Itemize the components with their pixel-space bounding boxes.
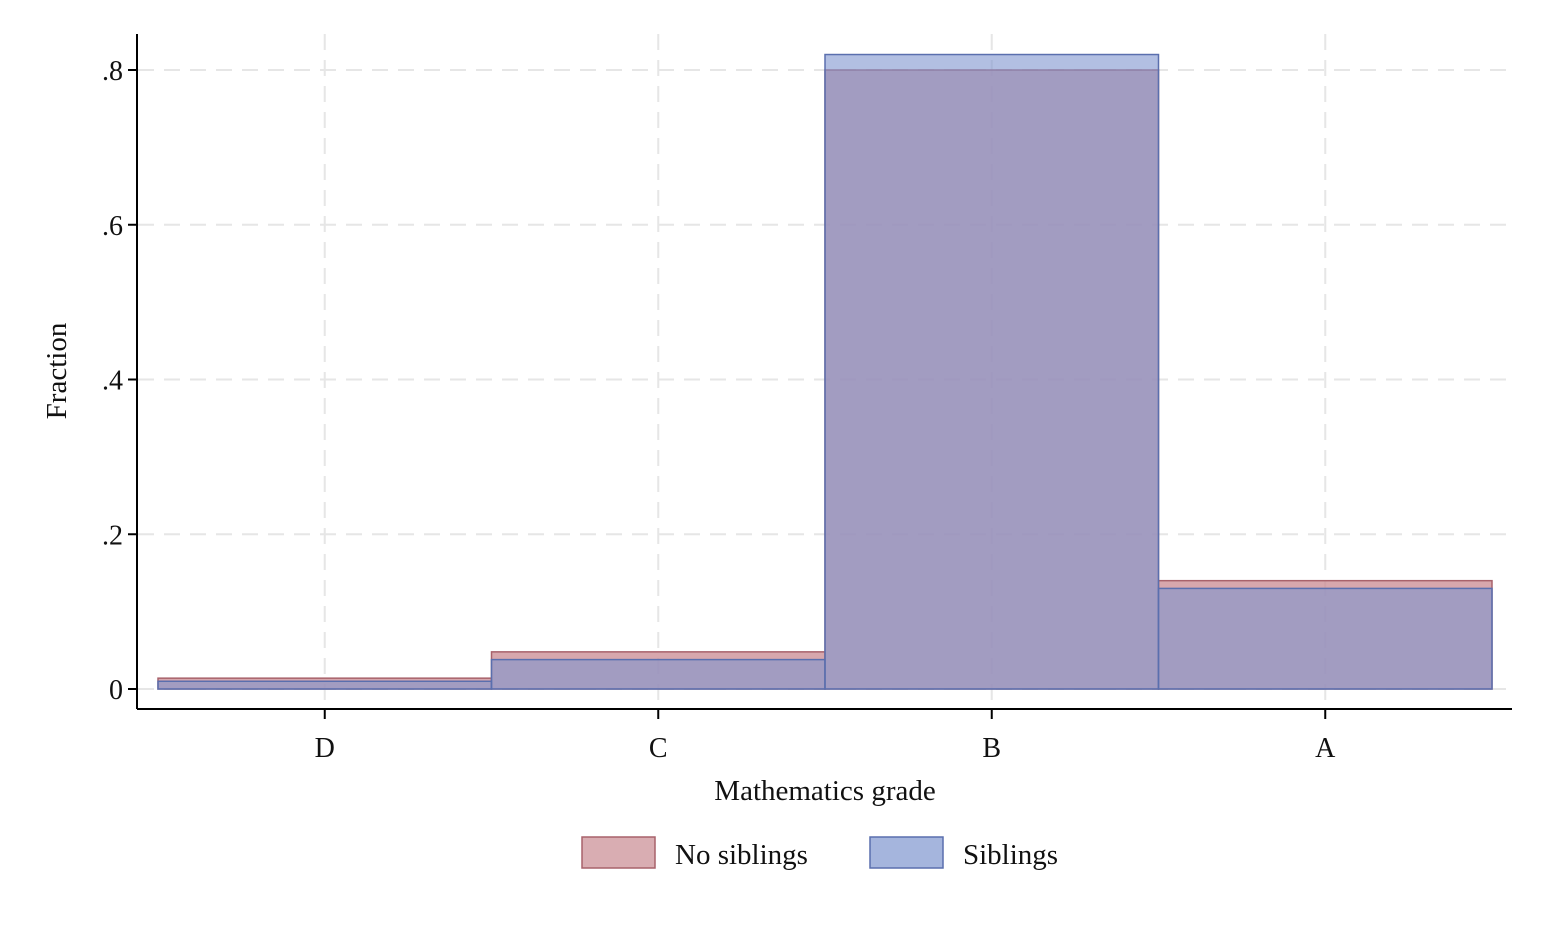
y-tick-label: .2 <box>102 520 123 551</box>
bars <box>157 53 1493 690</box>
x-tick-label: C <box>649 733 668 764</box>
legend-swatch-no-siblings <box>581 836 656 869</box>
bar-siblings-B <box>824 53 1160 690</box>
x-tick-label: A <box>1315 733 1336 764</box>
bar-siblings-C <box>490 658 826 690</box>
y-axis-title: Fraction <box>41 322 73 419</box>
axes <box>136 34 1512 710</box>
legend: No siblings Siblings <box>581 836 1058 871</box>
legend-swatch-siblings <box>869 836 944 869</box>
y-tick-label: .6 <box>102 211 123 242</box>
bar-siblings-D <box>157 680 493 690</box>
legend-label-siblings: Siblings <box>963 839 1058 871</box>
y-tick-label: .8 <box>102 56 123 87</box>
y-tick-label: 0 <box>109 675 123 706</box>
x-axis-title: Mathematics grade <box>714 775 935 807</box>
bar-siblings-A <box>1157 587 1493 690</box>
y-axis-ticks: 0 .2 .4 .6 .8 <box>102 56 137 706</box>
legend-label-no-siblings: No siblings <box>675 839 808 871</box>
y-tick-label: .4 <box>102 366 123 397</box>
x-tick-label: B <box>982 733 1001 764</box>
x-tick-label: D <box>315 733 335 764</box>
